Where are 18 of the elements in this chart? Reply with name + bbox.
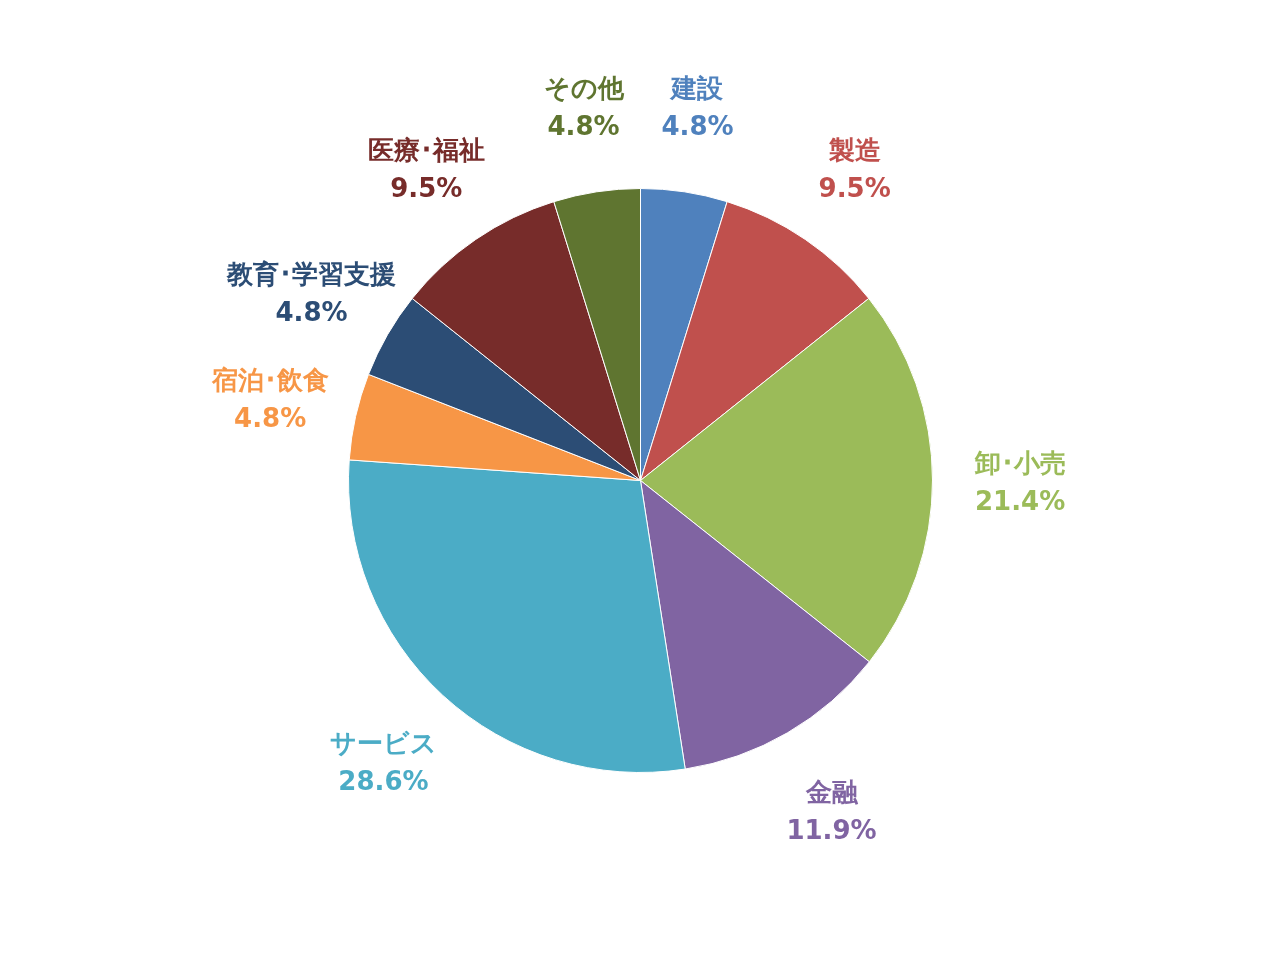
slice-label: 金融 <box>804 776 859 807</box>
data-label: 21.4% <box>975 485 1066 516</box>
slice-label: 建設 <box>669 73 725 104</box>
slice-label: サービス <box>329 727 437 758</box>
slice-label: その他 <box>543 73 625 104</box>
slice-label: 宿泊･飲食 <box>210 365 329 396</box>
slice-label: 卸･小売 <box>973 447 1066 478</box>
data-label: 28.6% <box>338 765 429 796</box>
slice-label: 教育･学習支援 <box>226 259 397 290</box>
data-label: 11.9% <box>786 814 877 845</box>
slice-label: 製造 <box>827 135 881 166</box>
slice-label: 医療･福祉 <box>367 135 485 166</box>
data-label: 4.8% <box>547 111 620 142</box>
data-label: 9.5% <box>390 173 463 204</box>
data-label: 9.5% <box>818 173 891 204</box>
data-label: 4.8% <box>234 403 307 434</box>
data-label: 4.8% <box>661 111 734 142</box>
data-label: 4.8% <box>275 297 348 328</box>
